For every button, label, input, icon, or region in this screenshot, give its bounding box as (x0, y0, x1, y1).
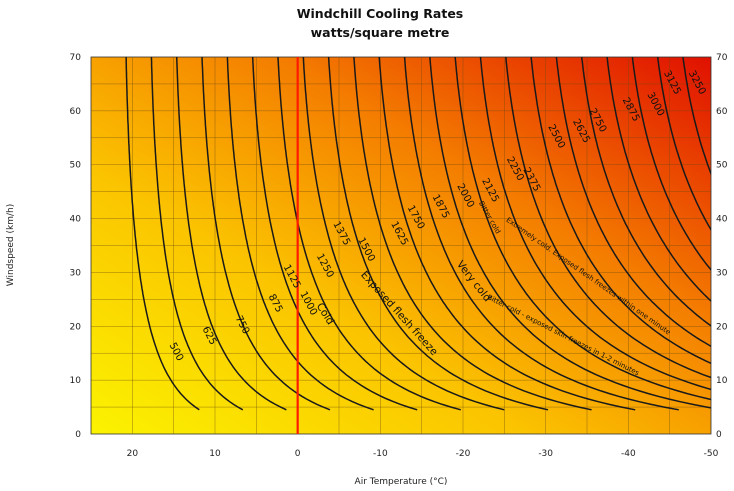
y-tick-label-left: 30 (70, 268, 82, 278)
x-tick-label: -50 (704, 449, 719, 459)
contour-line-1750 (378, 57, 636, 411)
y-tick-label-left: 40 (70, 215, 82, 225)
contour-line-750 (175, 57, 287, 411)
y-tick-label-right: 70 (716, 53, 728, 63)
contour-line-3250 (682, 57, 711, 176)
y-tick-label-right: 20 (716, 322, 728, 332)
x-tick-label: -40 (621, 449, 636, 459)
x-tick-label: 10 (209, 449, 221, 459)
y-tick-label-left: 60 (70, 107, 82, 117)
contour-line-1250 (277, 57, 462, 411)
contour-line-3125 (656, 57, 711, 232)
y-tick-label-left: 10 (70, 376, 82, 386)
contour-line-2750 (580, 57, 711, 327)
contour-line-625 (150, 57, 244, 411)
y-tick-label-left: 0 (75, 430, 81, 440)
contour-line-1125 (251, 57, 418, 411)
x-tick-label: 20 (127, 449, 139, 459)
contour-lines (125, 57, 711, 411)
y-tick-label-right: 10 (716, 376, 728, 386)
y-tick-label-right: 50 (716, 161, 728, 171)
y-tick-label-left: 70 (70, 53, 82, 63)
chart-title: Windchill Cooling Rates (297, 6, 464, 21)
contour-line-3000 (631, 57, 711, 272)
axis-ticks: 20 10 0 -10 -20 -30 -40 -50 0 0 10 10 20 20 30 30 40 40 50… (70, 53, 728, 459)
chart-subtitle: watts/square metre (311, 25, 450, 40)
contour-line-2000 (429, 57, 711, 409)
x-tick-label: -30 (538, 449, 553, 459)
contour-line-2250 (479, 57, 711, 391)
contour-line-2125 (454, 57, 711, 401)
contour-line-2625 (555, 57, 711, 348)
contour-line-1375 (302, 57, 505, 411)
contour-line-500 (125, 57, 200, 411)
y-axis-label: Windspeed (km/h) (6, 204, 16, 286)
contour-line-1000 (226, 57, 374, 411)
x-tick-label: 0 (295, 449, 301, 459)
y-tick-label-right: 60 (716, 107, 728, 117)
x-tick-label: -10 (373, 449, 388, 459)
x-tick-label: -20 (456, 449, 471, 459)
y-tick-label-right: 0 (716, 430, 722, 440)
y-tick-label-left: 50 (70, 161, 82, 171)
contour-line-2875 (606, 57, 711, 303)
contour-line-1625 (353, 57, 592, 411)
x-axis-label: Air Temperature (°C) (355, 477, 448, 487)
contour-line-875 (201, 57, 331, 411)
y-tick-label-right: 30 (716, 268, 728, 278)
y-tick-label-left: 20 (70, 322, 82, 332)
contour-line-1875 (403, 57, 679, 411)
contour-line-1500 (327, 57, 549, 411)
y-tick-label-right: 40 (716, 215, 728, 225)
contour-line-2500 (530, 57, 711, 365)
contour-line-2375 (505, 57, 711, 379)
